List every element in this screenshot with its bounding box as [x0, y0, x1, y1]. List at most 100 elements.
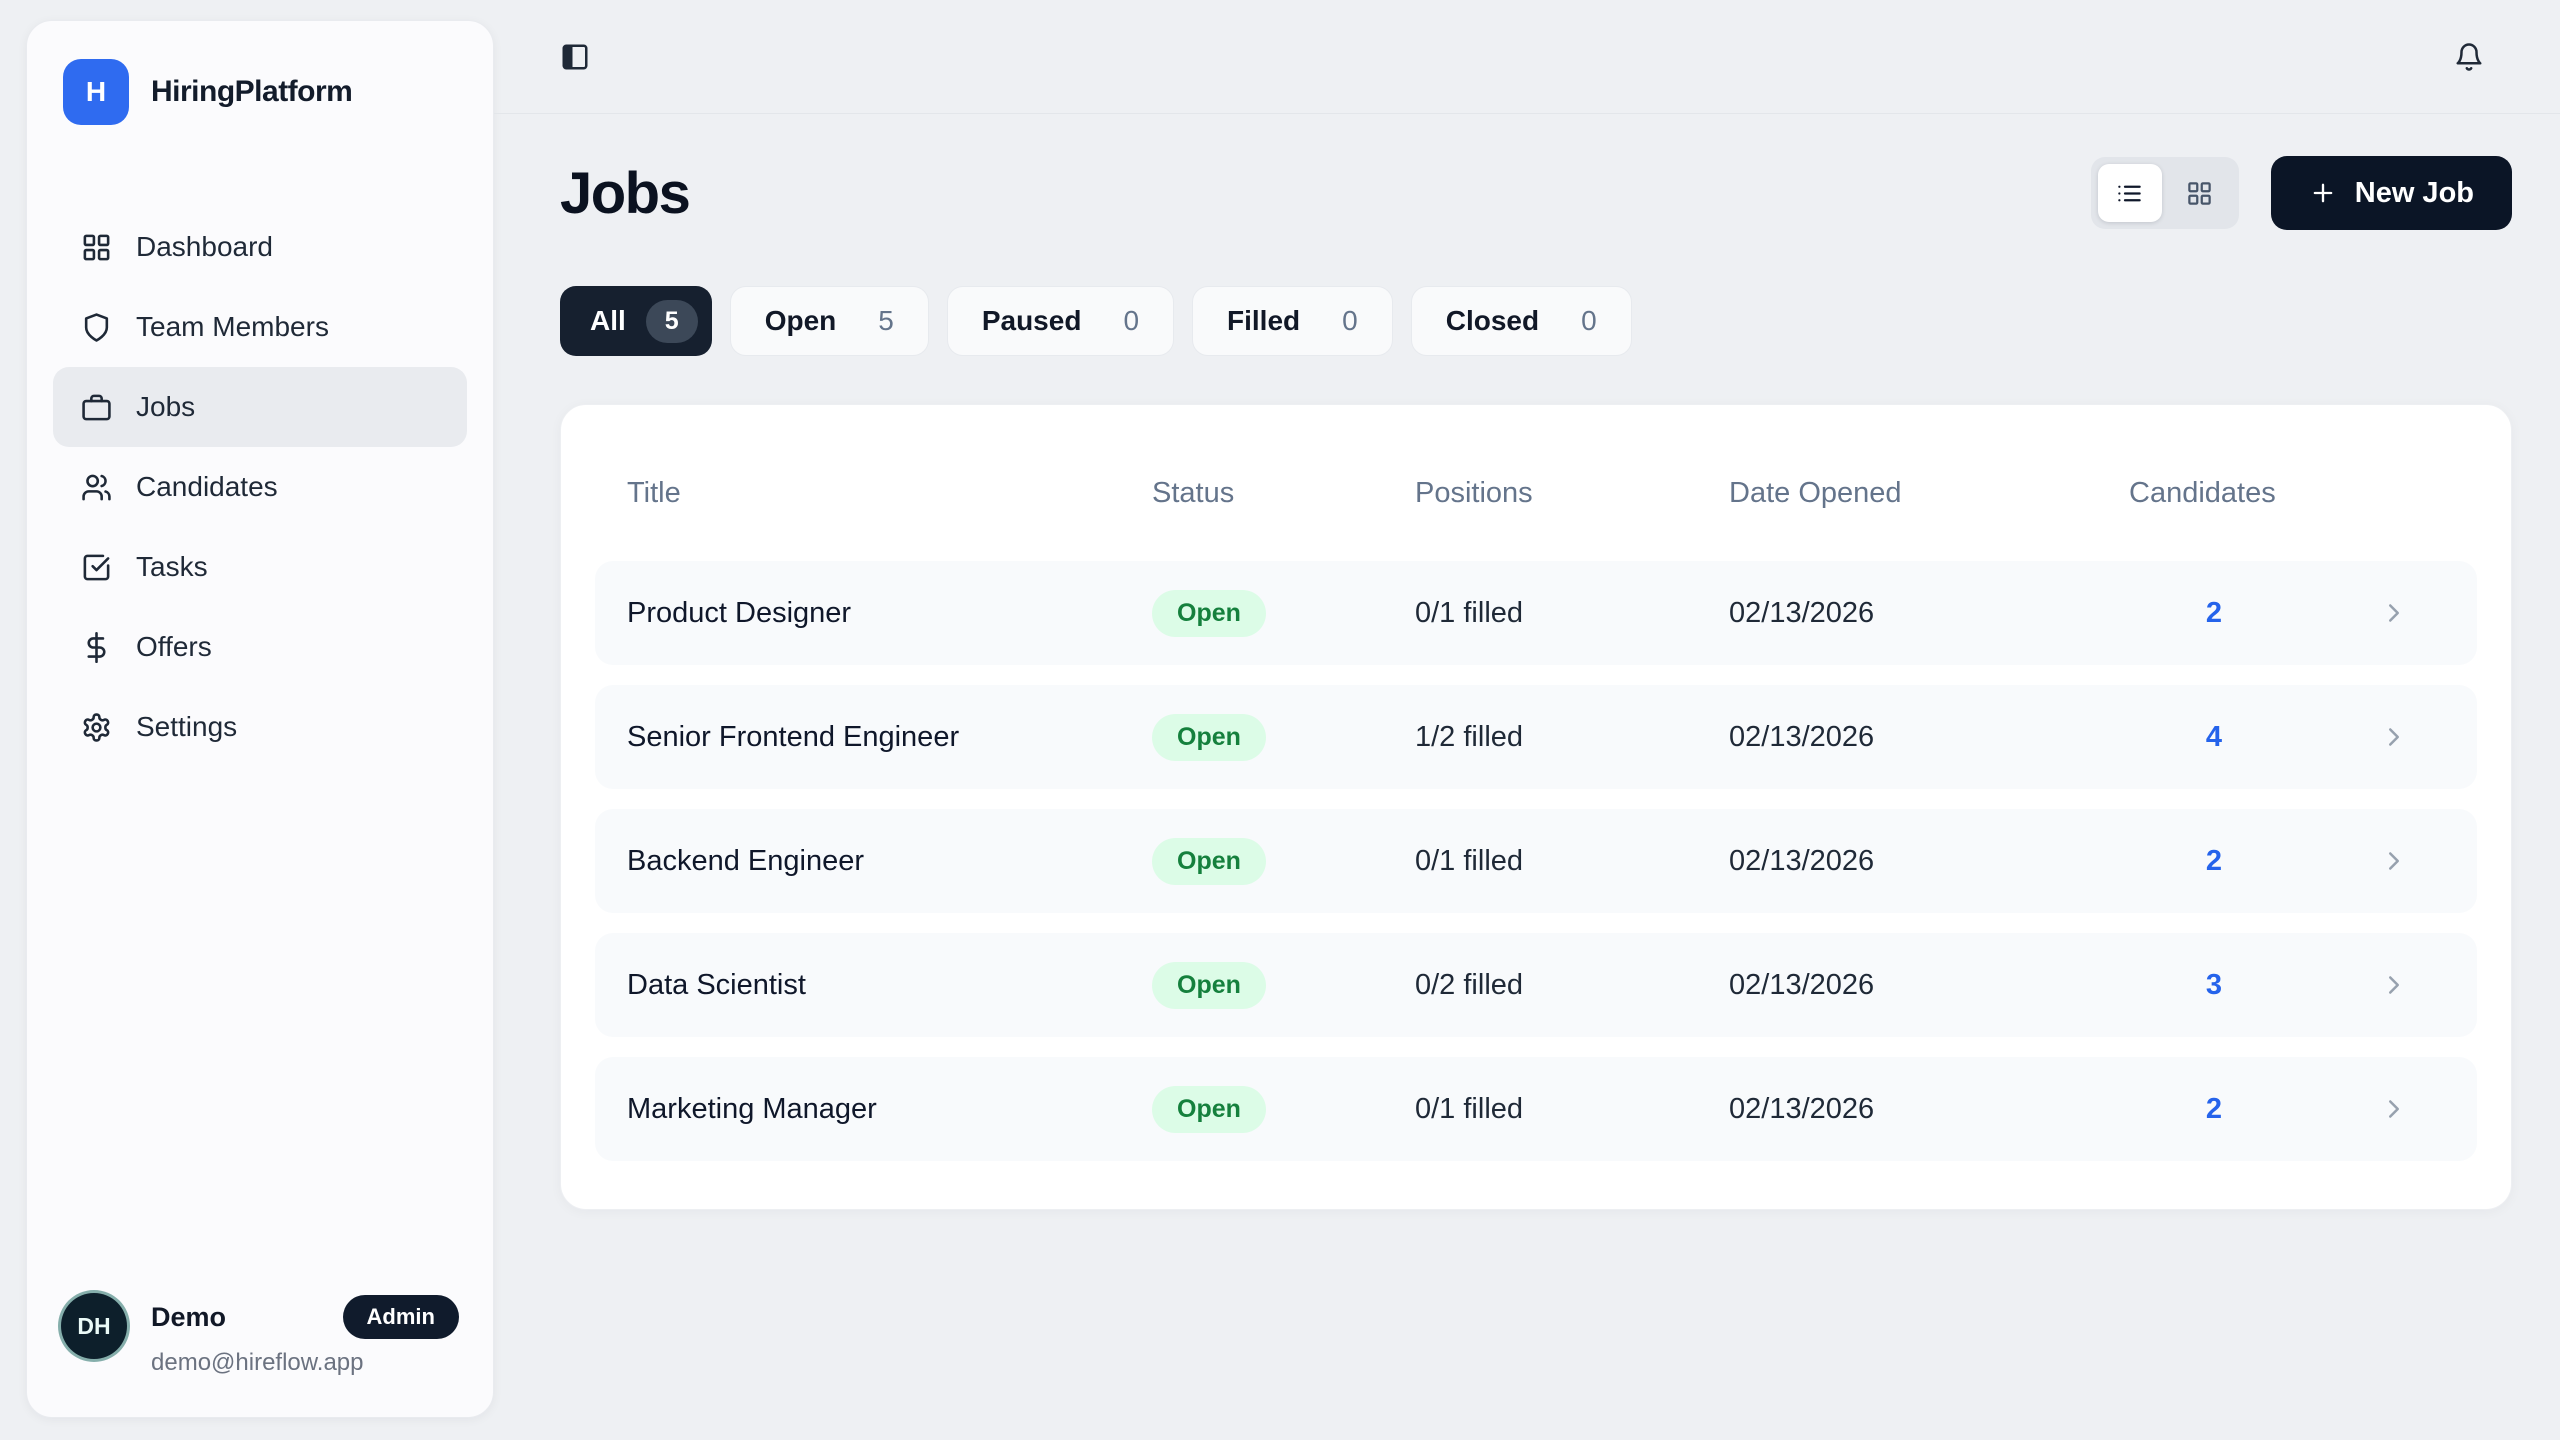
app-logo-letter: H [85, 76, 107, 107]
row-chevron[interactable] [2379, 598, 2445, 628]
job-title: Marketing Manager [627, 1092, 877, 1125]
positions-cell: 0/2 filled [1415, 968, 1524, 1001]
column-header-date-opened: Date Opened [1729, 476, 1902, 509]
sidebar-item-label: Jobs [136, 391, 196, 422]
sidebar-item-settings[interactable]: Settings [53, 687, 467, 767]
status-filters: All 5 Open 5 Paused 0 Filled 0 Closed 0 [560, 286, 2512, 356]
row-chevron[interactable] [2379, 1094, 2445, 1124]
positions-cell: 0/1 filled [1415, 844, 1524, 877]
brand: H HiringPlatform [53, 59, 467, 125]
filter-open[interactable]: Open 5 [729, 286, 929, 356]
content: Jobs New Job All 5 [494, 156, 2560, 1210]
filter-label: Closed [1445, 305, 1540, 336]
candidates-count[interactable]: 3 [2205, 968, 2223, 1001]
list-view-icon [2118, 185, 2141, 201]
row-chevron[interactable] [2379, 846, 2445, 876]
shield-icon [84, 312, 109, 342]
panel-left-toggle-icon [562, 44, 588, 69]
page-header: Jobs New Job [560, 156, 2512, 230]
new-job-button[interactable]: New Job [2270, 156, 2512, 230]
sidebar-item-team-members[interactable]: Team Members [53, 287, 467, 367]
sidebar: H HiringPlatform Dashboard Team Members … [26, 20, 494, 1418]
row-chevron[interactable] [2379, 722, 2445, 752]
filter-closed[interactable]: Closed 0 [1410, 286, 1632, 356]
sidebar-item-dashboard[interactable]: Dashboard [53, 207, 467, 287]
row-chevron[interactable] [2379, 970, 2445, 1000]
avatar: DH [61, 1293, 127, 1359]
role-badge: Admin [342, 1295, 459, 1339]
sidebar-item-jobs[interactable]: Jobs [53, 367, 467, 447]
sidebar-item-candidates[interactable]: Candidates [53, 447, 467, 527]
table-row[interactable]: Product Designer Open 0/1 filled 02/13/2… [595, 561, 2477, 665]
job-title: Data Scientist [627, 968, 806, 1001]
sidebar-item-label: Offers [136, 631, 212, 662]
check-square-icon [83, 554, 110, 580]
positions-cell: 1/2 filled [1415, 720, 1524, 753]
chevron-right-icon [2389, 1100, 2399, 1118]
topbar [494, 0, 2560, 114]
grid-view-icon [2188, 181, 2211, 205]
new-job-button-label: New Job [2354, 176, 2474, 209]
sidebar-item-label: Tasks [136, 551, 208, 582]
filter-filled[interactable]: Filled 0 [1192, 286, 1393, 356]
bell-icon [2456, 42, 2482, 71]
app-name: HiringPlatform [151, 75, 353, 108]
grid-view-button[interactable] [2168, 164, 2232, 222]
date-opened-cell: 02/13/2026 [1729, 844, 1875, 877]
status-badge: Open [1152, 589, 1266, 637]
app-logo: H [63, 59, 129, 125]
user-card[interactable]: DH Demo Admin demo@hireflow.app [53, 1293, 467, 1377]
sidebar-item-label: Team Members [136, 311, 329, 342]
table-rows: Product Designer Open 0/1 filled 02/13/2… [595, 561, 2477, 1161]
filter-label: All [590, 305, 626, 336]
status-badge: Open [1152, 713, 1266, 761]
candidates-count[interactable]: 2 [2205, 1092, 2223, 1125]
filter-count: 5 [878, 305, 894, 336]
job-title: Backend Engineer [627, 844, 864, 877]
dashboard-grid-icon [83, 234, 110, 260]
users-icon [82, 474, 111, 500]
date-opened-cell: 02/13/2026 [1729, 968, 1875, 1001]
candidates-count[interactable]: 2 [2205, 844, 2223, 877]
column-header-title: Title [627, 476, 681, 509]
header-controls: New Job [2090, 156, 2512, 230]
user-email: demo@hireflow.app [151, 1349, 364, 1376]
sidebar-item-offers[interactable]: Offers [53, 607, 467, 687]
dollar-icon [87, 631, 106, 663]
job-title: Product Designer [627, 596, 852, 629]
column-header-positions: Positions [1415, 476, 1533, 509]
status-badge: Open [1152, 1085, 1266, 1133]
chevron-right-icon [2389, 604, 2399, 622]
gear-icon [83, 712, 110, 742]
positions-cell: 0/1 filled [1415, 1092, 1524, 1125]
filter-count: 5 [645, 299, 698, 343]
sidebar-toggle-button[interactable] [560, 42, 590, 72]
filter-count: 0 [1123, 305, 1140, 336]
date-opened-cell: 02/13/2026 [1729, 1092, 1875, 1125]
filter-label: Filled [1227, 305, 1301, 336]
sidebar-item-label: Candidates [136, 471, 278, 502]
notifications-button[interactable] [2454, 42, 2484, 72]
sidebar-item-label: Dashboard [136, 231, 273, 262]
filter-label: Paused [981, 305, 1082, 336]
table-row[interactable]: Senior Frontend Engineer Open 1/2 filled… [595, 685, 2477, 789]
table-row[interactable]: Marketing Manager Open 0/1 filled 02/13/… [595, 1057, 2477, 1161]
sidebar-item-tasks[interactable]: Tasks [53, 527, 467, 607]
chevron-right-icon [2389, 852, 2399, 870]
list-view-button[interactable] [2097, 164, 2162, 222]
page-title: Jobs [560, 160, 691, 226]
table-row[interactable]: Data Scientist Open 0/2 filled 02/13/202… [595, 933, 2477, 1037]
candidates-count[interactable]: 4 [2205, 720, 2223, 753]
job-title: Senior Frontend Engineer [627, 720, 960, 753]
briefcase-icon [82, 394, 111, 420]
table-row[interactable]: Backend Engineer Open 0/1 filled 02/13/2… [595, 809, 2477, 913]
filter-label: Open [764, 305, 837, 336]
table-header-row: Title Status Positions Date Opened Candi… [595, 461, 2477, 525]
filter-all[interactable]: All 5 [560, 286, 712, 356]
chevron-right-icon [2389, 728, 2399, 746]
filter-paused[interactable]: Paused 0 [946, 286, 1175, 356]
view-toggle [2090, 157, 2239, 229]
date-opened-cell: 02/13/2026 [1729, 720, 1875, 753]
candidates-count[interactable]: 2 [2205, 596, 2223, 629]
sidebar-nav: Dashboard Team Members Jobs Candidates T… [53, 207, 467, 767]
